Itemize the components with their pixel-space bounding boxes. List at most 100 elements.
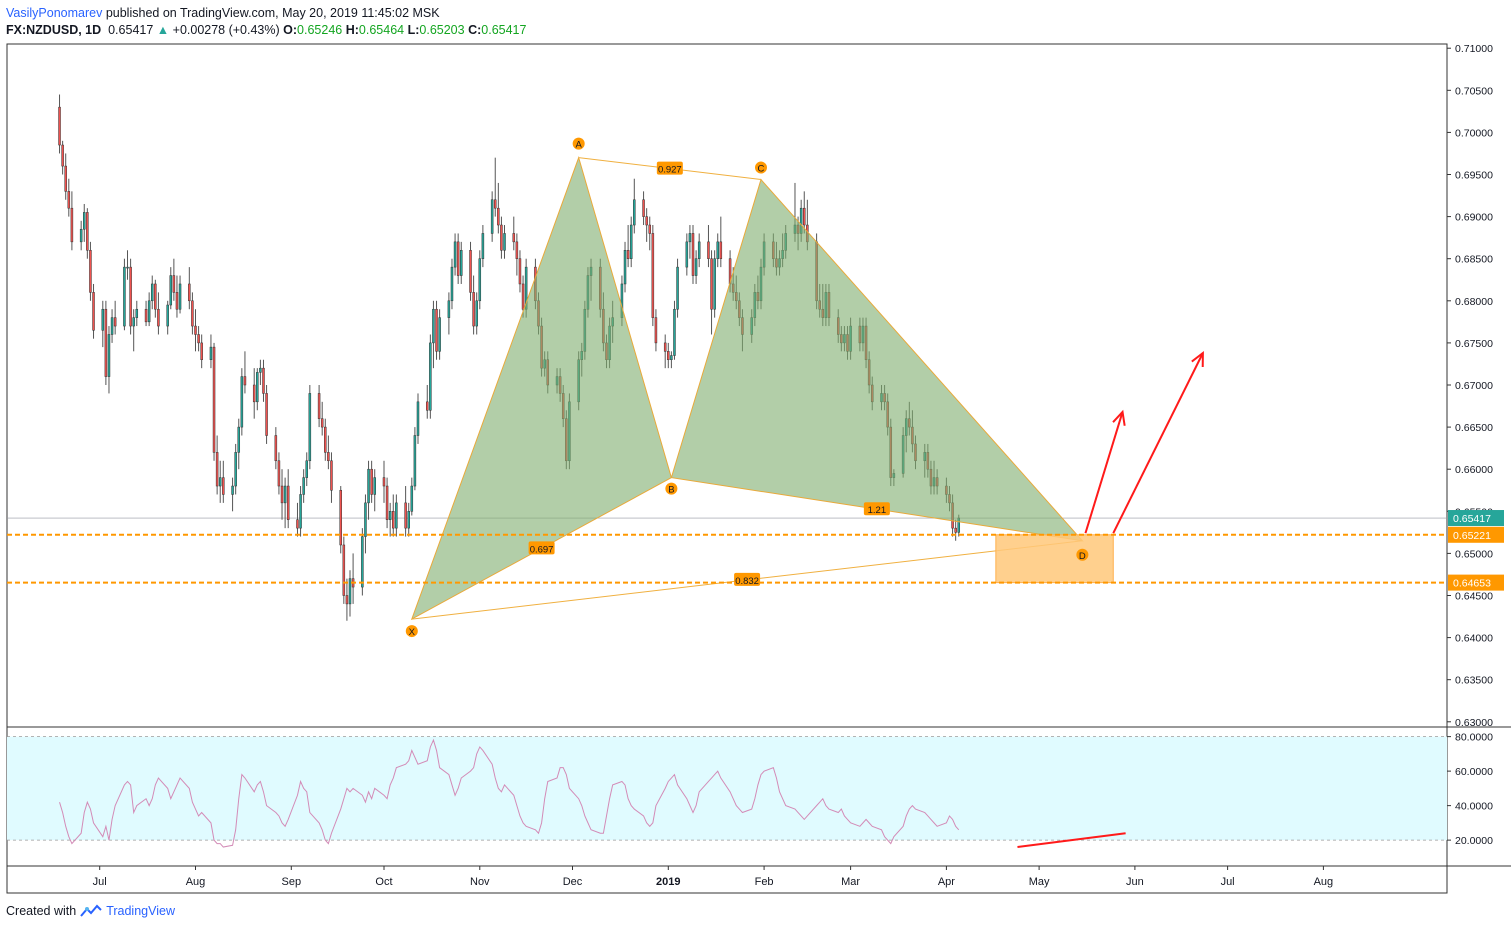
candle-body (339, 489, 342, 546)
candle-body (67, 191, 71, 209)
time-tick-label: Feb (755, 876, 774, 888)
candle-body (327, 452, 330, 462)
candle-body (280, 485, 284, 504)
ratio-label: 0.927 (658, 165, 682, 176)
time-tick-label: Aug (1314, 876, 1334, 888)
candle-body (197, 334, 200, 344)
low-label: L: (407, 23, 420, 37)
rsi-line (59, 738, 960, 848)
candle-body (629, 224, 633, 259)
candle-body (429, 342, 432, 411)
candle-body (713, 258, 716, 310)
candle-body (497, 207, 500, 226)
candle-body (667, 351, 670, 360)
rsi-pane: 80.0000 60.0000 40.0000 20.0000 (7, 732, 1493, 849)
candle-body (79, 228, 83, 243)
candle-body (515, 241, 519, 259)
candle-body (302, 477, 305, 495)
price-tick-label: 0.64500 (1455, 590, 1493, 602)
price-change: +0.00278 (+0.43%) (172, 23, 280, 37)
candle-body (478, 258, 482, 302)
candle-body (157, 308, 160, 327)
ratio-label: 1.21 (868, 505, 887, 516)
price-axis-label-box (1448, 574, 1504, 591)
time-tick-label: May (1029, 876, 1050, 888)
close-value: 0.65417 (481, 23, 527, 37)
candle-body (265, 393, 268, 436)
author-link[interactable]: VasilyPonomarev (6, 6, 103, 20)
candle-body (691, 233, 695, 276)
candle-body (169, 275, 173, 306)
candle-body (688, 233, 692, 243)
candle-body (416, 401, 420, 436)
symbol-label[interactable]: FX:NZDUSD, 1D (6, 23, 102, 37)
price-tick-label: 0.68000 (1455, 296, 1493, 308)
candle-body (435, 308, 438, 352)
tradingview-brand-link[interactable]: TradingView (106, 904, 175, 918)
price-tick-label: 0.69500 (1455, 170, 1493, 182)
projection-arrow (1112, 352, 1204, 534)
candle-body (382, 477, 386, 487)
candle-body (215, 452, 219, 487)
pattern-point-label: A (576, 140, 583, 151)
candle-body (172, 275, 176, 293)
candle-body (348, 578, 352, 605)
candle-body (407, 511, 410, 529)
candle-body (222, 477, 225, 495)
price-axis-label-box (1448, 526, 1504, 543)
chart-header: VasilyPonomarev published on TradingView… (6, 5, 1006, 39)
open-label: O: (283, 23, 298, 37)
candle-body (209, 346, 213, 360)
candle-body (144, 308, 148, 323)
candle-body (503, 233, 506, 251)
projection-arrow-head (1112, 409, 1126, 426)
candle-body (710, 258, 713, 310)
candle-body (234, 452, 237, 487)
candle-body (716, 241, 719, 259)
candle-body (218, 477, 222, 487)
candle-body (370, 468, 373, 495)
candle-body (61, 144, 64, 167)
price-pane: 0.71000 0.70500 0.70000 0.69500 0.69000 0.685… (6, 43, 1511, 894)
price-tick-label: 0.66500 (1455, 422, 1493, 434)
candle-body (345, 595, 349, 605)
candle-body (453, 241, 457, 268)
price-axis-label: 0.64653 (1453, 578, 1491, 590)
candle-body (107, 334, 111, 377)
time-tick-label: Sep (282, 876, 302, 888)
pattern-point-marker (754, 161, 767, 174)
candle-body (512, 233, 516, 243)
candle-body (150, 283, 154, 302)
candle-body (450, 266, 454, 302)
candle-body (648, 224, 651, 234)
candle-body (481, 233, 485, 259)
candle-body (113, 317, 117, 327)
candle-body (252, 384, 256, 403)
candle-body (262, 367, 265, 394)
price-tick-label: 0.70000 (1455, 127, 1493, 139)
candle-body (697, 241, 701, 259)
candle-body (676, 266, 679, 310)
candle-body (475, 300, 478, 327)
candle-body (178, 283, 182, 310)
time-tick-label: Oct (375, 876, 392, 888)
time-tick-label: Jun (1126, 876, 1144, 888)
time-tick-label: Aug (186, 876, 206, 888)
price-tick-label: 0.65000 (1455, 548, 1493, 560)
candle-body (373, 477, 376, 495)
candle-body (663, 342, 667, 352)
candle-body (123, 266, 126, 327)
candle-body (299, 494, 302, 529)
candle-body (385, 485, 389, 520)
candle-body (803, 207, 806, 226)
candle-body (330, 460, 333, 491)
harmonic-bcd-triangle (670, 178, 1084, 542)
publish-line: VasilyPonomarev published on TradingView… (6, 5, 1006, 22)
time-tick-label: 2019 (656, 876, 680, 888)
reversal-zone (995, 534, 1114, 584)
candle-body (305, 460, 308, 478)
candle-body (361, 536, 364, 588)
pattern-point-marker (405, 625, 418, 638)
candle-body (188, 283, 191, 302)
